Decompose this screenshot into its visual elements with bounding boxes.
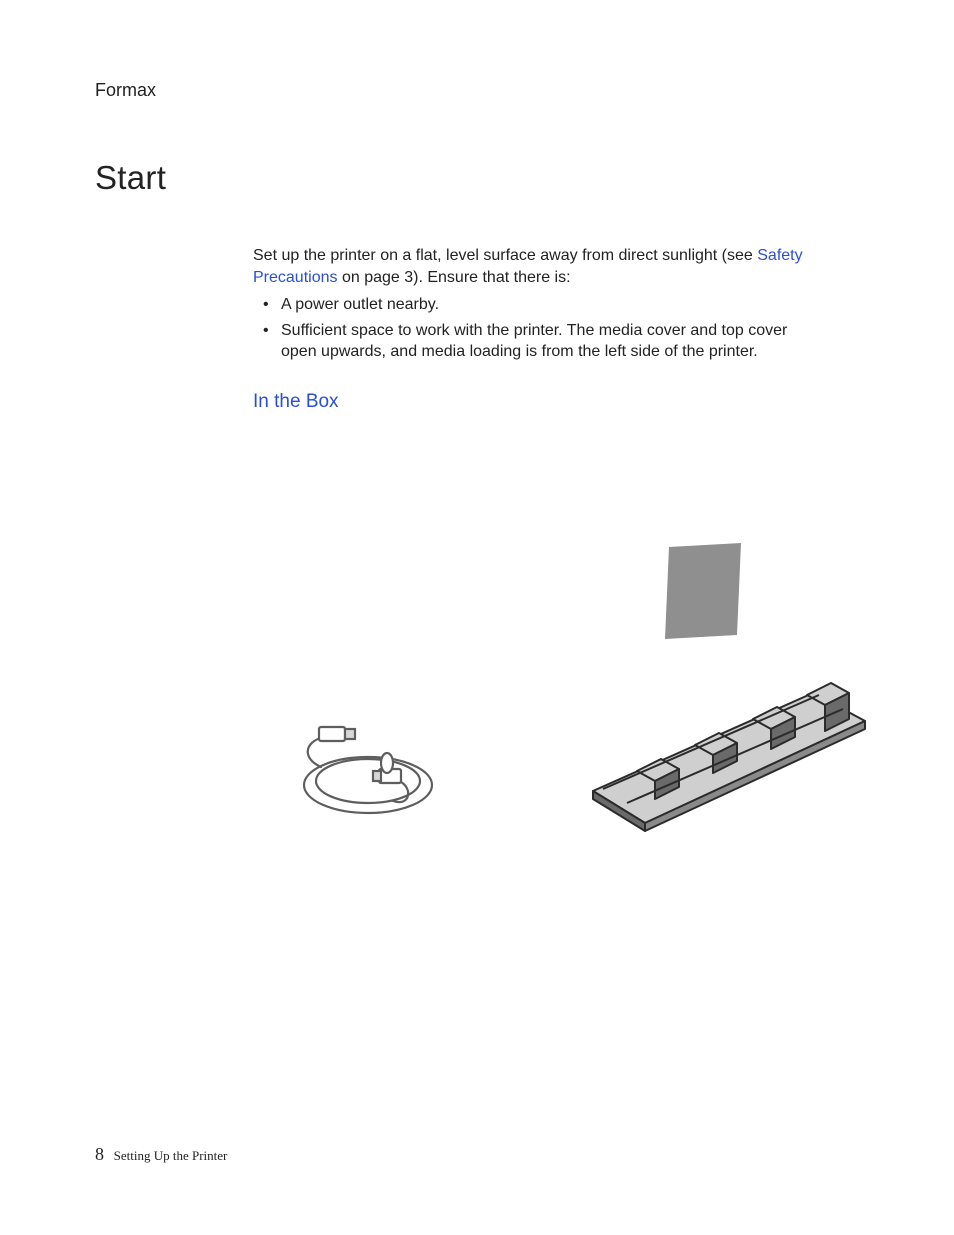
subheading-in-the-box: In the Box <box>253 391 813 413</box>
list-item: A power outlet nearby. <box>253 294 813 316</box>
tray-illustration <box>583 663 873 833</box>
page-heading: Start <box>95 159 859 197</box>
page-number: 8 <box>95 1144 104 1164</box>
body-column: Set up the printer on a flat, level surf… <box>253 245 813 893</box>
requirements-list: A power outlet nearby. Sufficient space … <box>253 294 813 363</box>
intro-paragraph: Set up the printer on a flat, level surf… <box>253 245 813 288</box>
illustration-area <box>253 433 873 893</box>
usb-cable-illustration <box>283 723 453 823</box>
intro-after: on page 3). Ensure that there is: <box>338 269 571 286</box>
intro-before: Set up the printer on a flat, level surf… <box>253 247 757 264</box>
list-item: Sufficient space to work with the printe… <box>253 320 813 363</box>
page-footer: 8 Setting Up the Printer <box>95 1144 227 1165</box>
card-illustration <box>663 543 743 639</box>
brand-label: Formax <box>95 80 859 101</box>
footer-section-title: Setting Up the Printer <box>114 1148 228 1163</box>
